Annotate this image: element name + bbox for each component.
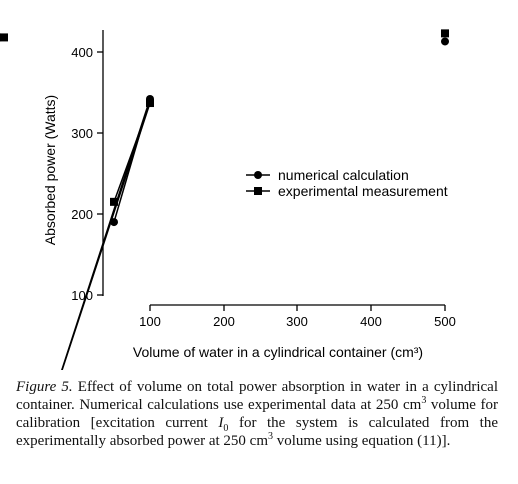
x-tick-label: 100 [139, 314, 161, 329]
y-axis-label: Absorbed power (Watts) [42, 95, 58, 245]
x-tick-label: 400 [360, 314, 382, 329]
figure: 100 200 300 400 100 200 300 400 500 Absorbed po… [0, 29, 456, 370]
caption-sup-1: 3 [421, 395, 427, 406]
y-ticks: 100 200 300 400 [71, 45, 103, 303]
data-point-square [441, 29, 449, 38]
current-symbol: I [218, 415, 224, 431]
y-tick-label: 100 [71, 288, 93, 303]
caption-text-1: Effect of volume on total power absorpti… [16, 379, 499, 413]
data-point-circle [441, 37, 449, 46]
legend-label-numerical: numerical calculation [278, 167, 409, 183]
y-tick-label: 400 [71, 45, 93, 60]
data-point-square [110, 197, 118, 206]
y-tick-label: 200 [71, 207, 93, 222]
caption-text-3: for the system is calculated from the ex… [16, 415, 499, 449]
caption-text-4: volume using equation (11)]. [273, 433, 451, 449]
x-axis-label: Volume of water in a cylindrical contain… [133, 344, 423, 360]
figure-caption: Figure 5. Effect of volume on total powe… [16, 378, 498, 450]
data-point-square [0, 33, 8, 42]
data-series [0, 29, 449, 370]
x-tick-label: 500 [434, 314, 456, 329]
x-ticks: 100 200 300 400 500 [139, 305, 456, 329]
legend-marker-square [254, 187, 262, 195]
caption-sup-2: 3 [268, 431, 273, 442]
chart: 100 200 300 400 100 200 300 400 500 Absorbed po… [0, 29, 456, 370]
legend-label-experimental: experimental measurement [278, 183, 448, 199]
y-tick-label: 300 [71, 126, 93, 141]
x-tick-label: 200 [213, 314, 235, 329]
caption-text-2: volume for calibration [excitation curre… [16, 397, 499, 431]
legend-marker-circle [254, 171, 262, 179]
legend: numerical calculation experimental measu… [246, 167, 448, 199]
current-subscript: 0 [223, 423, 229, 434]
data-point-square [146, 99, 154, 108]
x-tick-label: 300 [286, 314, 308, 329]
figure-label: Figure 5. [16, 379, 73, 395]
